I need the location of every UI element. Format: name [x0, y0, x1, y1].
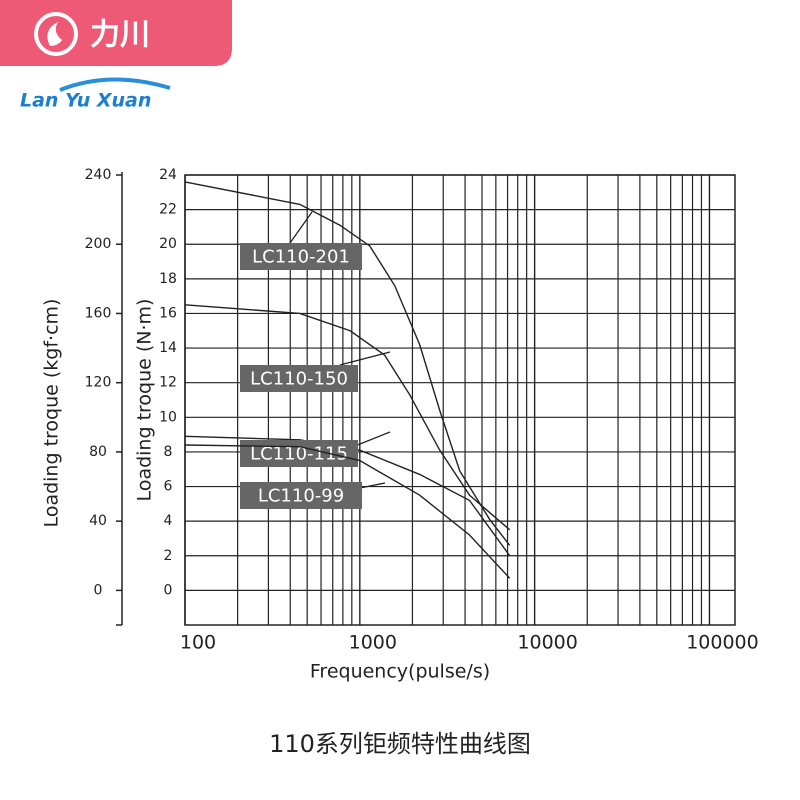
x-tick-label: 100000	[686, 632, 759, 654]
x-tick-label: 100	[180, 632, 216, 654]
label-leader	[359, 482, 386, 489]
legend-label: LC110-115	[250, 444, 348, 465]
series-label-box	[240, 243, 362, 270]
series-label-box	[240, 440, 358, 467]
legend-label: LC110-201	[252, 247, 350, 268]
logo-brand: Lan Yu Xuan	[20, 90, 151, 112]
logo-flame	[47, 22, 62, 46]
y-tick-label: 4	[164, 513, 173, 529]
legend-label: LC110-99	[258, 486, 344, 507]
y2-tick-label: 40	[89, 513, 107, 529]
y-tick-label: 2	[164, 548, 173, 564]
y2-tick-label: 160	[85, 305, 112, 321]
x-tick-label: 10000	[517, 632, 577, 654]
y-tick-label: 24	[159, 167, 177, 183]
y2-axis-title: Loading troque (kgf·cm)	[41, 299, 63, 528]
y-tick-label: 0	[164, 582, 173, 598]
x-tick-label: 1000	[349, 632, 397, 654]
y2-tick-label: 80	[89, 444, 107, 460]
y-tick-label: 18	[159, 271, 177, 287]
y-tick-label: 20	[159, 236, 177, 252]
logo-banner	[0, 0, 232, 66]
y2-tick-label: 200	[85, 236, 112, 252]
label-leader	[289, 211, 313, 244]
y2-tick-label: 120	[85, 375, 112, 391]
series-line	[184, 444, 511, 579]
logo-icon	[34, 12, 78, 56]
y-tick-label: 10	[159, 409, 177, 425]
y-tick-label: 14	[159, 340, 177, 356]
series-label-box	[240, 482, 362, 509]
y-axis-title: Loading troque (N·m)	[134, 299, 156, 502]
logo-name: 力川	[90, 18, 150, 53]
series-label-box	[240, 365, 358, 392]
legend-label: LC110-150	[250, 369, 348, 390]
y-tick-label: 22	[159, 202, 177, 218]
series-line	[184, 181, 511, 546]
plot-frame	[184, 174, 736, 626]
label-leader	[339, 351, 391, 366]
chart-caption: 110系列钜频特性曲线图	[269, 730, 531, 758]
series-line	[184, 435, 511, 557]
series-line	[184, 304, 511, 531]
y-tick-label: 6	[164, 479, 173, 495]
x-axis-title: Frequency(pulse/s)	[310, 661, 490, 683]
y-tick-label: 16	[159, 305, 177, 321]
y-tick-label: 8	[164, 444, 173, 460]
y2-tick-label: 240	[85, 167, 112, 183]
y-tick-label: 12	[159, 375, 177, 391]
y2-tick-label: 0	[94, 582, 103, 598]
logo-wave	[59, 77, 171, 92]
